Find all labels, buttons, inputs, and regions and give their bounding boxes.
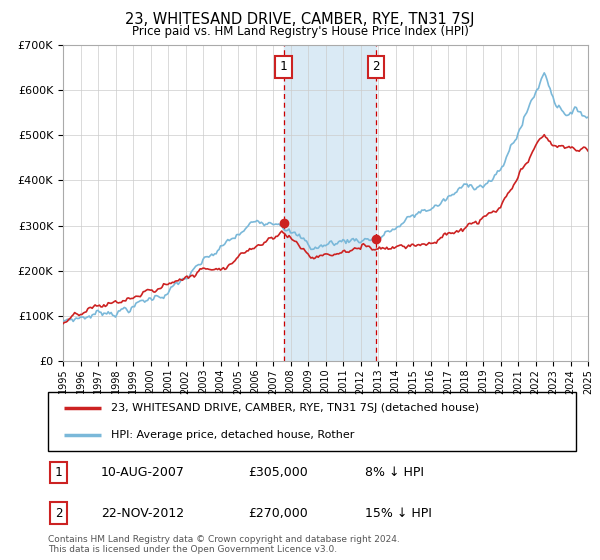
Text: 22-NOV-2012: 22-NOV-2012 xyxy=(101,507,184,520)
Text: 1: 1 xyxy=(280,60,287,73)
Text: 10-AUG-2007: 10-AUG-2007 xyxy=(101,466,185,479)
Text: £270,000: £270,000 xyxy=(248,507,308,520)
Text: 2: 2 xyxy=(55,507,62,520)
Text: HPI: Average price, detached house, Rother: HPI: Average price, detached house, Roth… xyxy=(112,430,355,440)
Text: £305,000: £305,000 xyxy=(248,466,308,479)
Text: Contains HM Land Registry data © Crown copyright and database right 2024.
This d: Contains HM Land Registry data © Crown c… xyxy=(48,535,400,554)
Text: 23, WHITESAND DRIVE, CAMBER, RYE, TN31 7SJ (detached house): 23, WHITESAND DRIVE, CAMBER, RYE, TN31 7… xyxy=(112,403,479,413)
Text: Price paid vs. HM Land Registry's House Price Index (HPI): Price paid vs. HM Land Registry's House … xyxy=(131,25,469,38)
Text: 15% ↓ HPI: 15% ↓ HPI xyxy=(365,507,431,520)
Bar xyxy=(284,45,376,361)
Text: 23, WHITESAND DRIVE, CAMBER, RYE, TN31 7SJ: 23, WHITESAND DRIVE, CAMBER, RYE, TN31 7… xyxy=(125,12,475,27)
Text: 1: 1 xyxy=(55,466,62,479)
Text: 2: 2 xyxy=(373,60,380,73)
Text: 8% ↓ HPI: 8% ↓ HPI xyxy=(365,466,424,479)
